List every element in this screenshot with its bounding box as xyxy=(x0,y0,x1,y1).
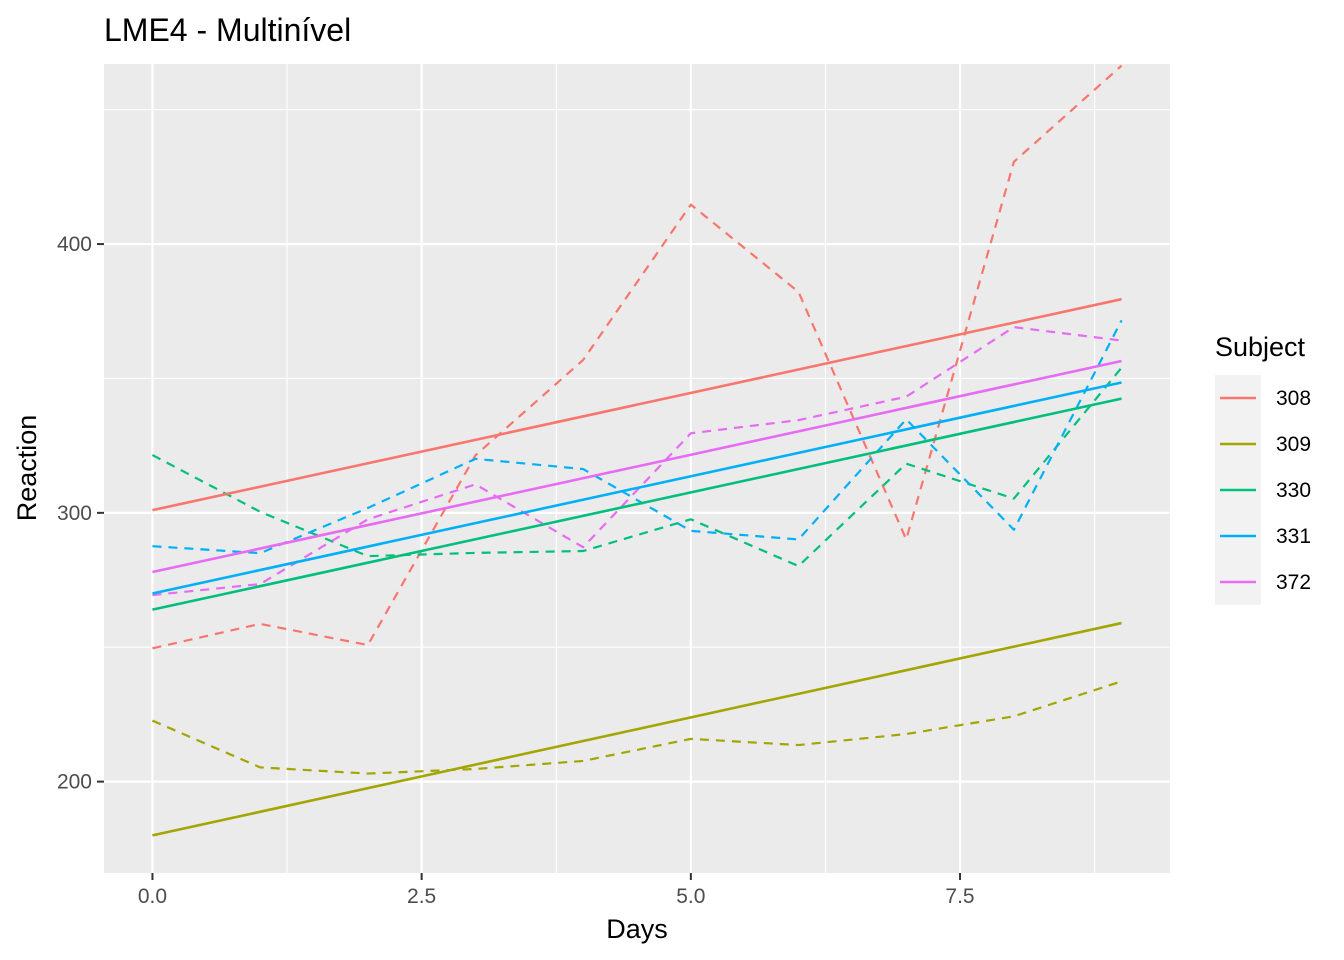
legend-label-372: 372 xyxy=(1276,571,1311,594)
fitted-lines xyxy=(152,297,1122,837)
legend-label-330: 330 xyxy=(1276,479,1311,502)
chart-title: LME4 - Multinível xyxy=(104,12,351,48)
x-axis: 0.0 2.5 5.0 7.5 xyxy=(138,873,975,908)
fitted-line-309 xyxy=(152,621,1122,837)
legend-keys: 308 309 330 331 372 xyxy=(1215,375,1311,605)
plot-panel xyxy=(104,64,1170,873)
legend-title: Subject xyxy=(1215,332,1306,362)
legend: Subject 308 309 330 331 372 xyxy=(1215,332,1311,605)
y-tick-label: 300 xyxy=(57,502,92,525)
x-axis-title: Days xyxy=(606,914,668,944)
observed-line-309 xyxy=(152,680,1122,775)
observed-line-372 xyxy=(152,326,1122,597)
legend-label-308: 308 xyxy=(1276,387,1311,410)
x-tick-label: 0.0 xyxy=(138,885,167,908)
x-tick-label: 7.5 xyxy=(945,885,974,908)
observed-line-330 xyxy=(151,367,1123,568)
legend-label-309: 309 xyxy=(1276,433,1311,456)
fitted-line-372 xyxy=(152,359,1122,574)
fitted-line-308 xyxy=(152,297,1122,512)
legend-label-331: 331 xyxy=(1276,525,1311,548)
observed-line-331 xyxy=(152,319,1123,555)
y-tick-label: 200 xyxy=(57,771,92,794)
y-axis-title: Reaction xyxy=(12,415,42,522)
fitted-line-331 xyxy=(152,381,1122,595)
minor-gridlines xyxy=(104,64,1170,873)
observed-line-308 xyxy=(152,64,1123,650)
y-tick-label: 400 xyxy=(57,233,92,256)
fitted-line-330 xyxy=(152,397,1122,611)
x-tick-label: 2.5 xyxy=(407,885,436,908)
x-tick-label: 5.0 xyxy=(676,885,705,908)
y-axis: 200 300 400 xyxy=(57,233,104,794)
observed-lines xyxy=(151,64,1123,775)
